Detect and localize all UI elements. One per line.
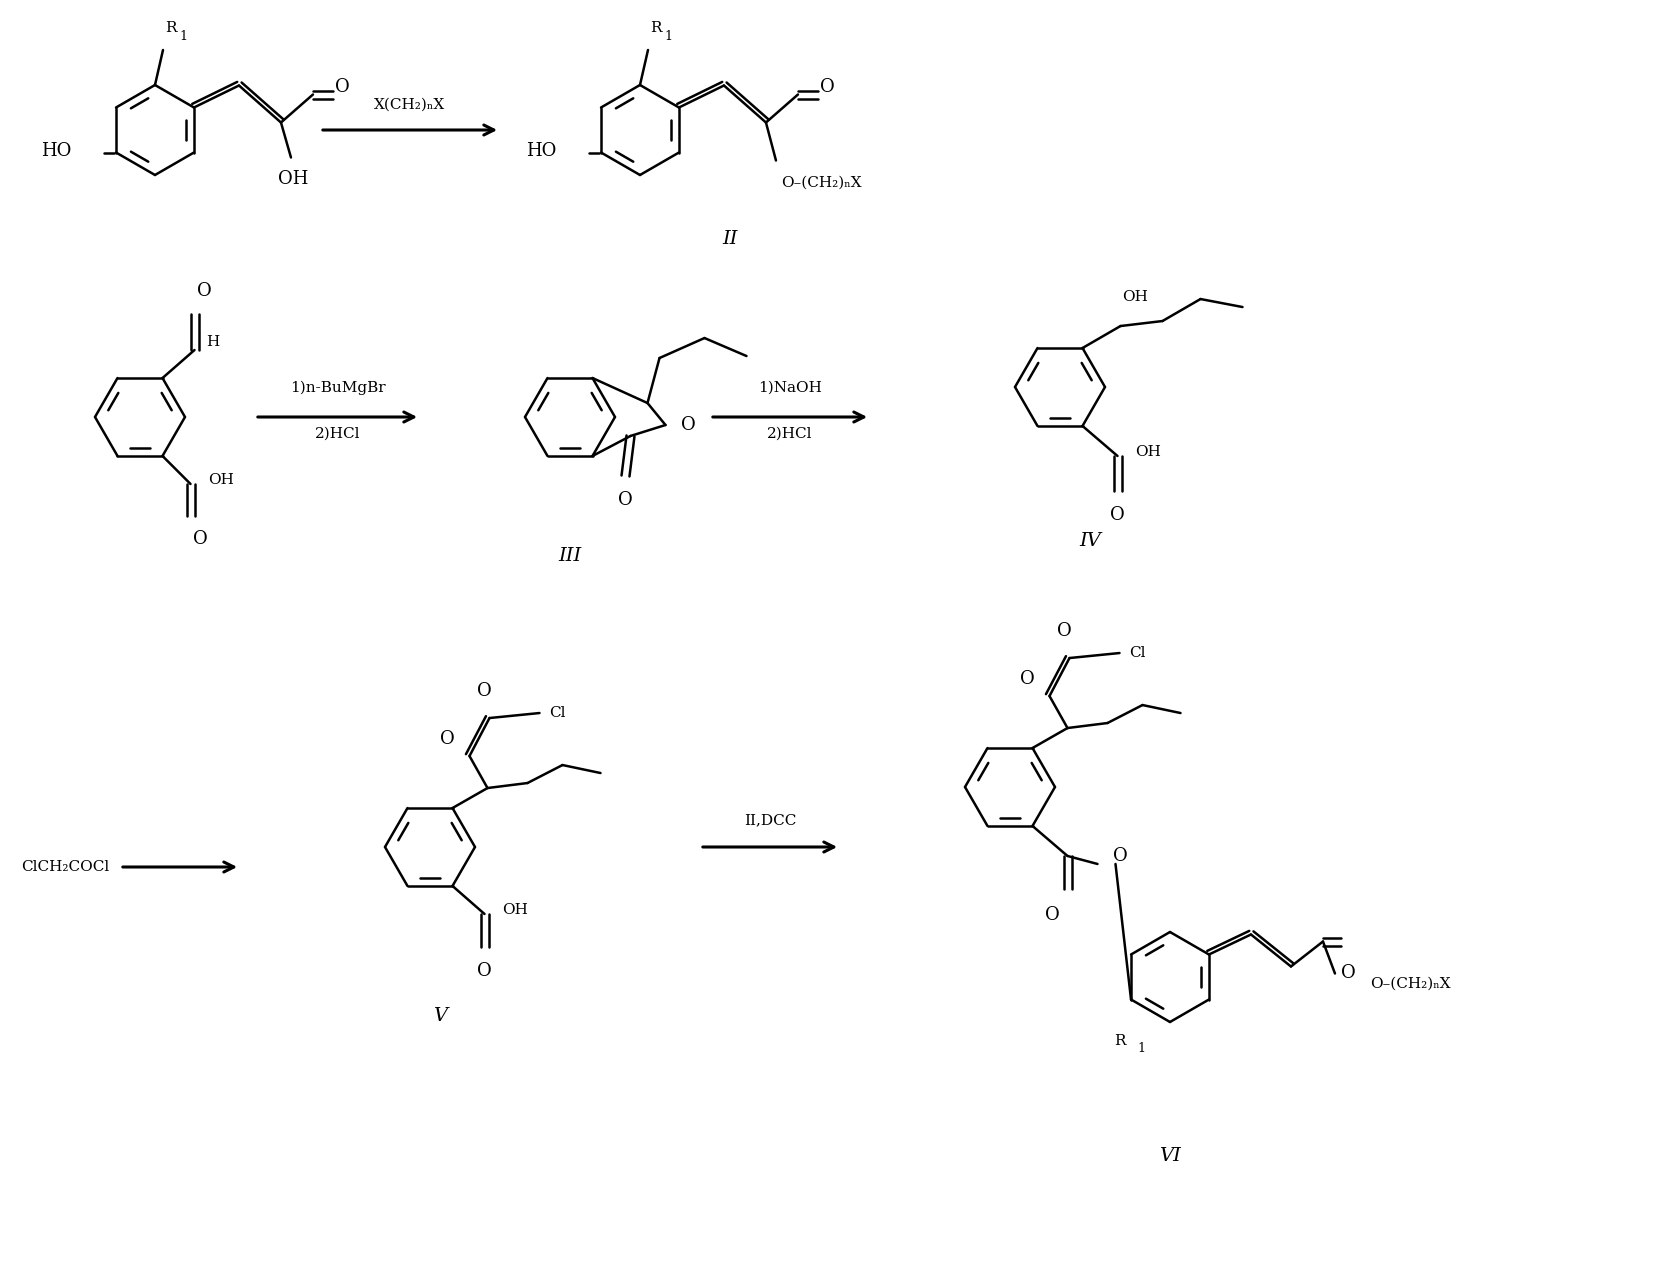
Text: O: O: [196, 282, 212, 300]
Text: O–(CH₂)ₙX: O–(CH₂)ₙX: [1370, 977, 1451, 991]
Text: O: O: [336, 77, 349, 95]
Text: Cl: Cl: [549, 707, 566, 719]
Text: O: O: [819, 77, 834, 95]
Text: O: O: [477, 961, 492, 979]
Text: O: O: [1019, 671, 1034, 689]
Text: II,DCC: II,DCC: [744, 813, 796, 828]
Text: R: R: [650, 21, 662, 35]
Text: O: O: [1113, 847, 1127, 865]
Text: OH: OH: [208, 472, 235, 486]
Text: II: II: [722, 230, 737, 248]
Text: OH: OH: [277, 170, 309, 188]
Text: O–(CH₂)ₙX: O–(CH₂)ₙX: [781, 175, 861, 189]
Text: III: III: [559, 547, 581, 565]
Text: H: H: [207, 335, 220, 349]
Text: O: O: [682, 416, 697, 434]
Text: 1: 1: [1137, 1042, 1145, 1055]
Text: 1: 1: [663, 30, 672, 42]
Text: HO: HO: [40, 142, 71, 160]
Text: 2)HCl: 2)HCl: [767, 427, 813, 441]
Text: OH: OH: [1123, 290, 1148, 304]
Text: V: V: [433, 1006, 447, 1024]
Text: O: O: [477, 682, 492, 700]
Text: OH: OH: [502, 903, 529, 916]
Text: 1)NaOH: 1)NaOH: [757, 381, 823, 395]
Text: O: O: [1342, 964, 1355, 982]
Text: O: O: [193, 530, 207, 548]
Text: VI: VI: [1159, 1147, 1180, 1165]
Text: O: O: [1044, 906, 1059, 924]
Text: IV: IV: [1080, 532, 1101, 550]
Text: HO: HO: [526, 142, 556, 160]
Text: OH: OH: [1135, 445, 1162, 459]
Text: 1)n-BuMgBr: 1)n-BuMgBr: [290, 381, 386, 395]
Text: R: R: [1113, 1033, 1125, 1048]
Text: 2)HCl: 2)HCl: [316, 427, 361, 441]
Text: R: R: [165, 21, 176, 35]
Text: O: O: [1110, 506, 1125, 524]
Text: O: O: [440, 730, 455, 748]
Text: X(CH₂)ₙX: X(CH₂)ₙX: [374, 98, 445, 112]
Text: O: O: [1058, 622, 1071, 640]
Text: 1: 1: [180, 30, 186, 42]
Text: ClCH₂COCl: ClCH₂COCl: [20, 860, 109, 874]
Text: Cl: Cl: [1130, 646, 1147, 660]
Text: O: O: [618, 490, 633, 508]
